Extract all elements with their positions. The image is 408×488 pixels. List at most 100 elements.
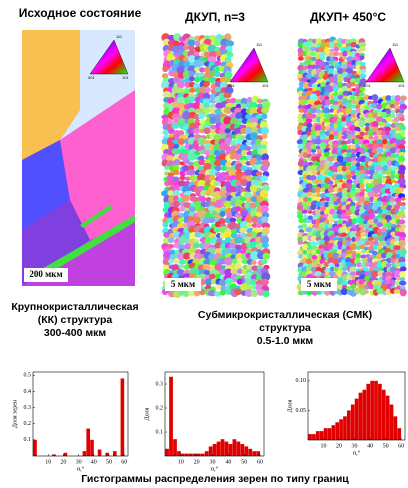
caption: Крупнокристаллическая [11, 301, 138, 313]
grain [302, 99, 307, 104]
grain [394, 215, 400, 220]
figure: Исходное состояние ДКУП, n=3 ДКУП+ 450°C… [0, 0, 408, 488]
grain [261, 216, 268, 223]
x-tick-label: 10 [321, 443, 327, 449]
grain [173, 201, 180, 208]
grain [162, 66, 168, 72]
grain [311, 149, 316, 153]
grain [350, 243, 357, 250]
bar [394, 416, 398, 440]
bar [236, 442, 240, 456]
bar [217, 442, 221, 456]
ipf-label: 111 [116, 34, 123, 39]
grain [386, 263, 391, 267]
grain [163, 222, 169, 228]
bar [320, 431, 324, 440]
grain [399, 161, 404, 165]
bar [397, 428, 401, 440]
grain [194, 52, 200, 56]
grain [302, 250, 307, 255]
bar [347, 410, 351, 440]
grain [359, 55, 364, 60]
grain [334, 47, 339, 51]
y-tick-label: 0.1 [24, 437, 32, 443]
caption: 300-400 мкм [44, 327, 106, 339]
x-tick-label: 50 [241, 459, 247, 465]
grain [350, 170, 355, 175]
grain [400, 214, 406, 219]
bar [165, 449, 169, 456]
bar [256, 451, 260, 456]
grain [245, 146, 251, 151]
title: ДКУП, n=3 [185, 10, 245, 24]
bar [169, 377, 173, 456]
bar [244, 446, 248, 456]
plot-frame [33, 372, 128, 456]
grain [261, 205, 269, 213]
grain [225, 128, 232, 133]
bar [252, 451, 256, 456]
grain [381, 253, 386, 259]
grain [297, 214, 303, 219]
grain [310, 204, 316, 210]
ipf-label: 001 [88, 75, 95, 80]
ipf-label: 101 [398, 83, 405, 88]
grain [261, 259, 267, 264]
grain [394, 101, 399, 105]
grain [241, 150, 247, 156]
grain [162, 130, 168, 135]
grain [179, 176, 185, 180]
grain [164, 165, 170, 170]
bar [201, 454, 205, 456]
grain [394, 183, 400, 188]
grain [399, 281, 406, 286]
grain [385, 171, 391, 176]
grain [262, 253, 270, 260]
grain [189, 76, 195, 81]
grain [359, 92, 365, 96]
grain [327, 156, 334, 162]
grain [342, 56, 347, 60]
grain [198, 113, 205, 120]
grain [204, 81, 210, 87]
y-tick-label: 0.1 [156, 429, 164, 435]
grain [260, 165, 268, 171]
grain [391, 110, 396, 114]
ipf-label: 111 [392, 42, 399, 47]
bar [359, 393, 363, 440]
grain [168, 237, 174, 243]
grain [298, 197, 304, 202]
footer-title: Гистограммы распределения зерен по типу … [81, 473, 349, 485]
grain [341, 288, 348, 295]
grain [219, 211, 225, 217]
y-tick-label: 0.5 [24, 373, 32, 379]
grain [311, 108, 317, 113]
x-tick-label: 10 [45, 459, 51, 465]
x-axis-label: α,° [77, 465, 85, 472]
bar [90, 440, 94, 456]
grain [333, 201, 339, 205]
grain [401, 197, 406, 201]
grain [333, 51, 338, 56]
ipf-label: 101 [122, 75, 129, 80]
x-tick-label: 30 [76, 459, 82, 465]
grain [262, 133, 268, 139]
grain [369, 136, 374, 140]
bar [233, 439, 237, 456]
caption: 0.5-1.0 мкм [257, 335, 314, 347]
grain [395, 95, 401, 102]
x-tick-label: 60 [257, 459, 263, 465]
grain [400, 266, 407, 271]
grain [364, 290, 369, 294]
grain [167, 218, 174, 224]
grain [171, 123, 179, 129]
bar [205, 451, 209, 456]
x-tick-label: 40 [91, 459, 97, 465]
grain [241, 103, 247, 109]
grain [173, 170, 179, 176]
grain [400, 206, 406, 211]
bar [248, 449, 252, 456]
x-tick-label: 50 [383, 443, 389, 449]
grain [350, 284, 356, 289]
y-tick-label: 0.3 [24, 405, 32, 411]
